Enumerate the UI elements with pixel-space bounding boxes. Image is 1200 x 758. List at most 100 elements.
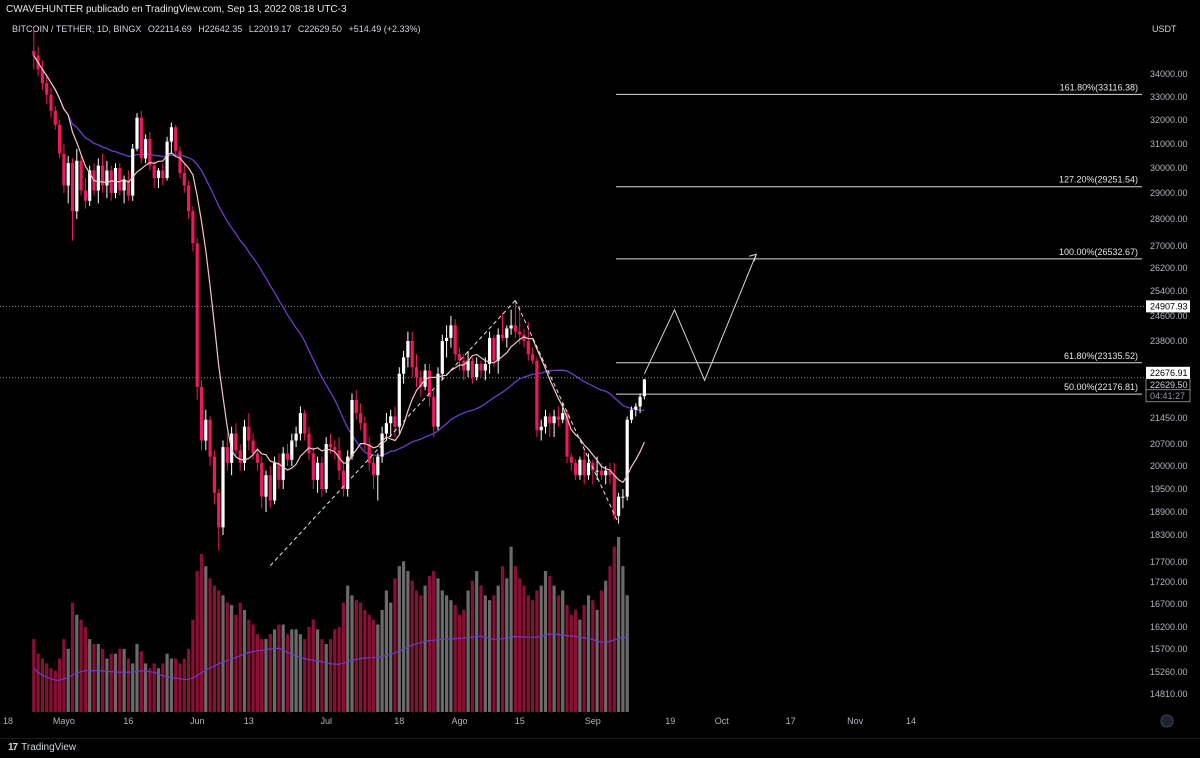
tradingview-logo-icon: 17: [8, 742, 18, 753]
projection-arrowhead: [749, 253, 757, 262]
candle-body: [83, 190, 87, 201]
candle-body: [156, 170, 161, 178]
volume-bar: [612, 546, 616, 712]
volume-bar: [617, 537, 621, 712]
volume-bar: [303, 639, 307, 712]
volume-bar: [453, 605, 457, 712]
x-axis-tick-label: Sep: [585, 716, 601, 726]
volume-bar: [144, 663, 148, 712]
x-axis-tick-label: 17: [786, 716, 796, 726]
candle-body: [595, 470, 599, 472]
candle-body: [488, 337, 492, 364]
candle-body: [148, 139, 152, 166]
volume-bar: [96, 643, 100, 712]
candle-body: [427, 370, 431, 397]
volume-bar: [565, 605, 569, 712]
volume-bar: [126, 658, 130, 712]
candle-body: [479, 363, 483, 371]
y-axis-tick-label: 17700.00: [1150, 557, 1188, 567]
candle-body: [531, 354, 535, 361]
candle-body: [604, 470, 608, 476]
fast-ma-line: [33, 55, 645, 484]
volume-bar: [234, 614, 238, 712]
volume-bar: [427, 575, 431, 712]
volume-bar: [531, 600, 535, 712]
price-tag-box: [1146, 366, 1190, 379]
volume-bar: [109, 653, 113, 712]
volume-bar: [513, 566, 517, 712]
candle-body: [303, 413, 307, 434]
x-axis-tick-label: 19: [665, 716, 675, 726]
y-axis-tick-label: 23800.00: [1150, 336, 1188, 346]
volume-bar: [561, 590, 565, 712]
volume-bar: [406, 571, 410, 712]
volume-bar: [178, 663, 182, 712]
ohlc-change: +514.49 (+2.33%): [348, 24, 421, 34]
footer: 17 TradingView: [0, 738, 1200, 758]
y-axis-tick-label: 16700.00: [1150, 599, 1188, 609]
candle-body: [109, 170, 113, 193]
volume-bar: [569, 614, 573, 712]
candle-body: [66, 163, 70, 186]
candle-body: [118, 168, 122, 191]
candle-body: [165, 141, 169, 178]
candle-body: [526, 341, 530, 355]
wave-dashed-line: [514, 300, 620, 524]
volume-bar: [483, 595, 487, 712]
candle-body: [242, 426, 247, 463]
volume-bar: [470, 580, 474, 712]
x-axis-tick-label: 13: [244, 716, 254, 726]
x-axis-tick-label: Mayo: [53, 716, 75, 726]
candle-body: [217, 492, 221, 528]
volume-bar: [139, 651, 143, 712]
volume-bar: [191, 619, 195, 712]
volume-bar: [294, 629, 298, 712]
volume-bar: [457, 614, 462, 712]
candle-body: [53, 110, 57, 125]
candle-body: [62, 153, 66, 186]
price-chart[interactable]: 34000.00 33000.00 32000.00 31000.00 30000.00…: [0, 0, 1200, 738]
candle-body: [273, 462, 277, 501]
y-axis-tick-label: 18300.00: [1150, 530, 1188, 540]
volume-bar: [255, 634, 259, 712]
volume-bar: [393, 578, 397, 712]
volume-bar: [445, 595, 449, 712]
volume-bar: [359, 602, 363, 712]
candle-body: [337, 450, 341, 471]
y-axis-tick-label: 33000.00: [1150, 92, 1188, 102]
volume-bar: [350, 595, 354, 712]
volume-bar: [135, 643, 139, 712]
y-axis-tick-label: 18900.00: [1150, 507, 1188, 517]
candle-body: [496, 334, 500, 361]
auto-scale-icon[interactable]: [1160, 714, 1174, 728]
volume-bar: [298, 634, 302, 712]
price-tag-label: 04:41:27: [1150, 391, 1185, 401]
volume-bar: [83, 626, 87, 712]
y-axis-tick-label: 26200.00: [1150, 263, 1188, 273]
volume-bar: [389, 602, 393, 712]
volume-bar: [440, 590, 444, 712]
volume-bar: [423, 585, 427, 712]
volume-bar: [217, 590, 221, 712]
volume-bar: [419, 595, 423, 712]
price-tag-label: 22629.50: [1150, 380, 1188, 390]
tradingview-logo[interactable]: 17 TradingView: [8, 742, 76, 753]
y-axis-tick-label: 28000.00: [1150, 214, 1188, 224]
candle-body: [122, 180, 126, 191]
volume-bar: [62, 639, 66, 712]
volume-bar: [174, 658, 178, 712]
volume-bar: [122, 648, 126, 712]
symbol-name[interactable]: BITCOIN / TETHER, 1D, BINGX: [12, 24, 142, 34]
volume-bar: [492, 595, 496, 712]
candle-body: [298, 413, 302, 434]
candle-body: [582, 459, 586, 476]
volume-bar: [165, 653, 169, 712]
volume-bar: [225, 602, 229, 712]
fib-level-label: 61.80%(23135.52): [1064, 351, 1138, 361]
volume-bar: [333, 629, 337, 712]
volume-bar: [148, 668, 152, 712]
y-axis-tick-label: 14810.00: [1150, 689, 1188, 699]
candle-body: [359, 413, 363, 424]
volume-bar: [105, 658, 109, 712]
candle-body: [552, 416, 556, 424]
